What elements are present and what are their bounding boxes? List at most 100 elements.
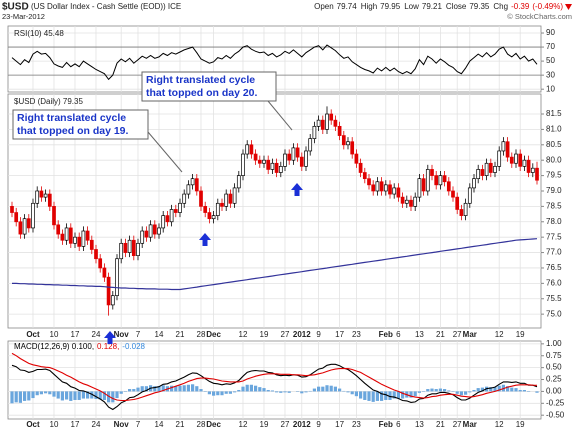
candle-body bbox=[253, 153, 258, 161]
x-tick-label: 13 bbox=[415, 330, 424, 339]
candle-body bbox=[190, 178, 195, 186]
candle-body bbox=[169, 209, 174, 223]
y-tick-label: 90 bbox=[546, 28, 555, 37]
quote-label: Low bbox=[404, 2, 419, 11]
candle-body bbox=[438, 175, 443, 186]
candle-body bbox=[173, 209, 178, 213]
candle-body bbox=[383, 184, 388, 192]
quote-label: High bbox=[361, 2, 377, 11]
quote-label: Chg bbox=[493, 2, 508, 11]
histogram-bar bbox=[497, 385, 501, 392]
histogram-bar bbox=[535, 391, 539, 393]
histogram-bar bbox=[111, 391, 115, 403]
candle-body bbox=[157, 227, 161, 235]
candle-body bbox=[480, 169, 485, 176]
annotation-text: Right translated cycle bbox=[17, 112, 126, 124]
y-tick-label: 75.0 bbox=[546, 309, 562, 318]
histogram-bar bbox=[409, 391, 413, 398]
x-tick-label: 12 bbox=[239, 330, 248, 339]
histogram-bar bbox=[426, 389, 430, 392]
x-tick-label: 7 bbox=[136, 420, 141, 429]
legend-entry: 0.128, bbox=[97, 342, 119, 351]
y-tick-label: 0.50 bbox=[546, 363, 562, 372]
candle-body bbox=[413, 196, 418, 207]
candle-body bbox=[60, 233, 65, 241]
candle-body bbox=[182, 193, 187, 204]
x-tick-label: 10 bbox=[50, 420, 59, 429]
candle-body bbox=[274, 162, 279, 173]
candle-body bbox=[106, 276, 111, 306]
candle-body bbox=[144, 230, 149, 238]
x-tick-label: 6 bbox=[396, 330, 401, 339]
quote: Open 79.74 High 79.95 Low 79.21 Close 79.35 Chg -… bbox=[314, 2, 563, 11]
x-tick-label: Nov bbox=[114, 330, 130, 339]
candle-body bbox=[115, 258, 119, 297]
candle-body bbox=[236, 175, 241, 189]
x-tick-label: 17 bbox=[71, 420, 80, 429]
histogram-bar bbox=[392, 391, 396, 399]
histogram-bar bbox=[140, 386, 144, 392]
x-tick-label: 7 bbox=[136, 330, 141, 339]
legend-entry: -0.028 bbox=[122, 342, 145, 351]
histogram-bar bbox=[233, 391, 237, 393]
candle-body bbox=[249, 144, 254, 155]
x-tick-label: 21 bbox=[436, 420, 445, 429]
down-marker bbox=[565, 4, 572, 10]
candle-body bbox=[148, 224, 153, 238]
candle-body bbox=[455, 196, 460, 210]
annotation-box bbox=[12, 109, 149, 140]
cycle-arrow bbox=[104, 331, 116, 344]
x-tick-label: 12 bbox=[495, 420, 504, 429]
candle-body bbox=[497, 150, 502, 167]
candle-body bbox=[434, 175, 439, 186]
candle-body bbox=[530, 167, 535, 173]
histogram-bar bbox=[237, 389, 241, 392]
candle-body bbox=[417, 178, 422, 198]
x-tick-label: 19 bbox=[516, 330, 525, 339]
histogram-bar bbox=[287, 391, 291, 393]
chart-date: 23-Mar-2012 bbox=[2, 12, 45, 21]
candle-body bbox=[203, 206, 208, 213]
histogram-bar bbox=[472, 389, 476, 392]
histogram-bar bbox=[23, 391, 27, 401]
histogram-bar bbox=[220, 391, 224, 396]
candle-body bbox=[186, 184, 191, 195]
candle-body bbox=[136, 242, 140, 256]
histogram-bar bbox=[279, 391, 283, 393]
annotations: Right translated cycle that topped on da… bbox=[12, 71, 303, 344]
histogram-bar bbox=[98, 391, 102, 400]
histogram-bar bbox=[224, 391, 228, 394]
histogram-bar bbox=[464, 391, 468, 395]
histogram-bar bbox=[212, 391, 216, 396]
candle-body bbox=[425, 169, 430, 192]
candle-body bbox=[375, 181, 380, 192]
histogram-bar bbox=[81, 391, 85, 399]
candle-body bbox=[64, 227, 69, 241]
y-tick-label: 0.25 bbox=[546, 375, 562, 384]
histogram-bar bbox=[39, 391, 43, 395]
y-tick-label: 30 bbox=[546, 70, 555, 79]
candle-body bbox=[371, 184, 376, 192]
candle-body bbox=[241, 153, 245, 176]
candle-body bbox=[304, 150, 308, 167]
x-tick-label: 21 bbox=[176, 420, 185, 429]
histogram-bar bbox=[354, 391, 358, 397]
histogram-bar bbox=[153, 386, 157, 392]
histogram-bar bbox=[69, 391, 73, 401]
x-tick-label: 21 bbox=[436, 330, 445, 339]
copyright: © StockCharts.com bbox=[507, 12, 572, 21]
histogram-bar bbox=[401, 391, 405, 399]
candle-body bbox=[472, 178, 476, 189]
candle-body bbox=[476, 169, 481, 180]
candle-body bbox=[178, 202, 182, 213]
candle-body bbox=[484, 162, 489, 176]
histogram-bar bbox=[275, 391, 279, 393]
candle-body bbox=[505, 141, 510, 158]
x-tick-label: Dec bbox=[206, 420, 221, 429]
histogram-bar bbox=[56, 391, 60, 399]
x-tick-label: 10 bbox=[50, 330, 59, 339]
candle-body bbox=[102, 267, 107, 278]
histogram-bar bbox=[27, 391, 31, 401]
candle-body bbox=[220, 202, 224, 207]
candle-body bbox=[52, 206, 56, 226]
